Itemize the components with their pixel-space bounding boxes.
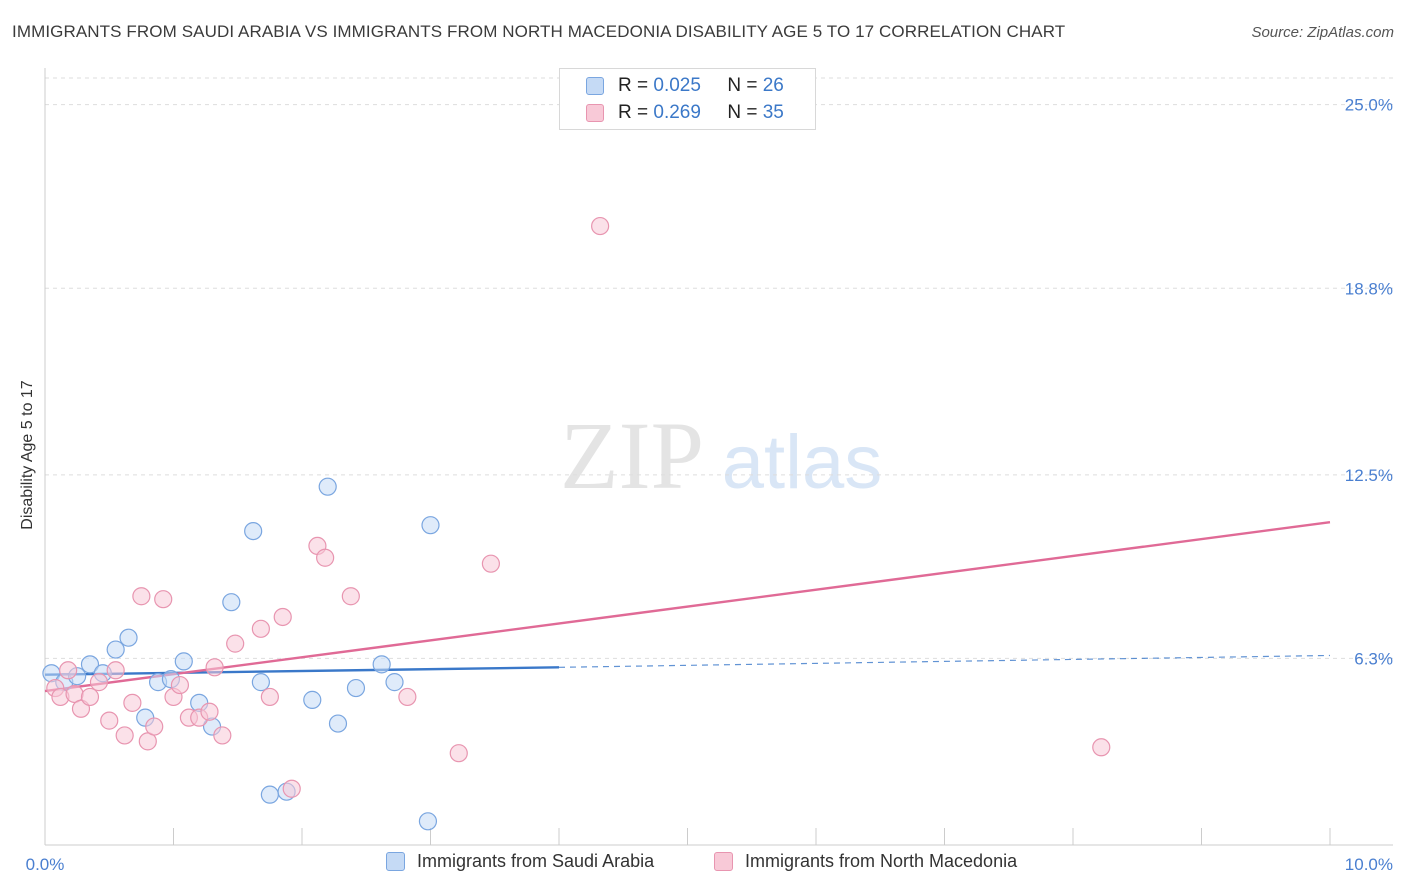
data-point-north-macedonia bbox=[89, 673, 109, 692]
legend-row-saudi-arabia: R = 0.025 N = 26 bbox=[586, 75, 784, 97]
data-point-saudi-arabia bbox=[244, 521, 263, 541]
trend-line-north-macedonia bbox=[44, 521, 1331, 693]
data-point-north-macedonia bbox=[273, 607, 292, 627]
legend-label-north-macedonia: Immigrants from North Macedonia bbox=[745, 851, 1018, 871]
data-point-north-macedonia bbox=[123, 693, 142, 712]
data-point-north-macedonia bbox=[132, 587, 151, 606]
y-tick-label: 12.5% bbox=[1345, 466, 1393, 485]
y-axis-label: Disability Age 5 to 17 bbox=[19, 380, 36, 530]
data-point-saudi-arabia bbox=[421, 516, 440, 535]
data-point-saudi-arabia bbox=[174, 652, 193, 671]
data-point-north-macedonia bbox=[106, 661, 125, 680]
data-point-saudi-arabia bbox=[251, 673, 270, 692]
data-point-north-macedonia bbox=[282, 779, 301, 798]
legend-n-label: N = bbox=[727, 102, 758, 123]
data-point-north-macedonia bbox=[449, 744, 468, 763]
data-point-saudi-arabia bbox=[80, 655, 100, 674]
data-point-north-macedonia bbox=[100, 711, 119, 730]
data-point-saudi-arabia bbox=[119, 628, 138, 647]
legend-n-value-north-macedonia: 35 bbox=[762, 102, 784, 123]
data-point-saudi-arabia bbox=[318, 477, 337, 496]
legend-item-saudi-arabia: Immigrants from Saudi Arabia bbox=[386, 851, 654, 872]
data-point-saudi-arabia bbox=[303, 690, 322, 709]
data-point-north-macedonia bbox=[226, 634, 245, 653]
data-point-north-macedonia bbox=[213, 726, 232, 745]
legend-r-value-saudi-arabia: 0.025 bbox=[653, 75, 701, 96]
legend-swatch-blue bbox=[386, 852, 405, 871]
series-legend: Immigrants from Saudi Arabia Immigrants … bbox=[0, 851, 1406, 877]
watermark-atlas: atlas bbox=[722, 420, 883, 505]
legend-label-saudi-arabia: Immigrants from Saudi Arabia bbox=[417, 851, 655, 871]
data-point-north-macedonia bbox=[154, 590, 173, 609]
legend-n-value-saudi-arabia: 26 bbox=[762, 75, 784, 96]
data-point-north-macedonia bbox=[170, 675, 190, 695]
chart-source: Source: ZipAtlas.com bbox=[1251, 24, 1394, 41]
data-point-saudi-arabia bbox=[418, 812, 438, 831]
data-point-north-macedonia bbox=[398, 687, 417, 707]
data-point-north-macedonia bbox=[145, 717, 164, 736]
legend-r-value-north-macedonia: 0.269 bbox=[653, 102, 701, 123]
x-tick-label-max: 10.0% bbox=[1345, 855, 1393, 874]
y-tick-label: 25.0% bbox=[1345, 96, 1393, 115]
data-point-saudi-arabia bbox=[260, 785, 279, 804]
data-point-north-macedonia bbox=[80, 687, 100, 707]
watermark-zip: ZIP bbox=[560, 402, 704, 509]
data-point-north-macedonia bbox=[251, 619, 270, 638]
trend-line-saudi-arabia bbox=[44, 666, 560, 676]
data-point-north-macedonia bbox=[260, 687, 279, 707]
y-tick-label: 18.8% bbox=[1345, 279, 1393, 298]
data-point-north-macedonia bbox=[115, 726, 134, 745]
legend-n-label: N = bbox=[727, 75, 758, 96]
legend-swatch-pink bbox=[586, 104, 604, 122]
data-point-north-macedonia bbox=[591, 216, 610, 236]
data-point-north-macedonia bbox=[200, 702, 219, 721]
legend-row-north-macedonia: R = 0.269 N = 35 bbox=[586, 102, 784, 124]
y-tick-label: 6.3% bbox=[1354, 649, 1393, 668]
data-point-north-macedonia bbox=[1092, 738, 1111, 757]
data-point-north-macedonia bbox=[59, 661, 78, 680]
legend-r-label: R = bbox=[618, 75, 649, 96]
chart-title: IMMIGRANTS FROM SAUDI ARABIA VS IMMIGRAN… bbox=[12, 22, 1066, 41]
legend-item-north-macedonia: Immigrants from North Macedonia bbox=[714, 851, 1017, 872]
data-point-north-macedonia bbox=[205, 658, 224, 677]
trend-line-extension-saudi-arabia bbox=[558, 654, 1331, 668]
data-point-saudi-arabia bbox=[106, 640, 125, 659]
data-point-north-macedonia bbox=[316, 548, 335, 567]
data-point-north-macedonia bbox=[341, 587, 360, 606]
data-point-saudi-arabia bbox=[372, 655, 391, 674]
data-point-saudi-arabia bbox=[346, 678, 366, 698]
correlation-legend: R = 0.025 N = 26 R = 0.269 N = 35 bbox=[559, 68, 816, 130]
data-point-saudi-arabia bbox=[385, 673, 404, 692]
data-point-north-macedonia bbox=[481, 554, 500, 573]
legend-swatch-blue bbox=[586, 77, 604, 95]
data-point-saudi-arabia bbox=[328, 714, 348, 733]
legend-swatch-pink bbox=[714, 852, 733, 871]
x-tick-label-min: 0.0% bbox=[26, 855, 65, 874]
data-point-saudi-arabia bbox=[222, 593, 241, 612]
legend-r-label: R = bbox=[618, 102, 649, 123]
